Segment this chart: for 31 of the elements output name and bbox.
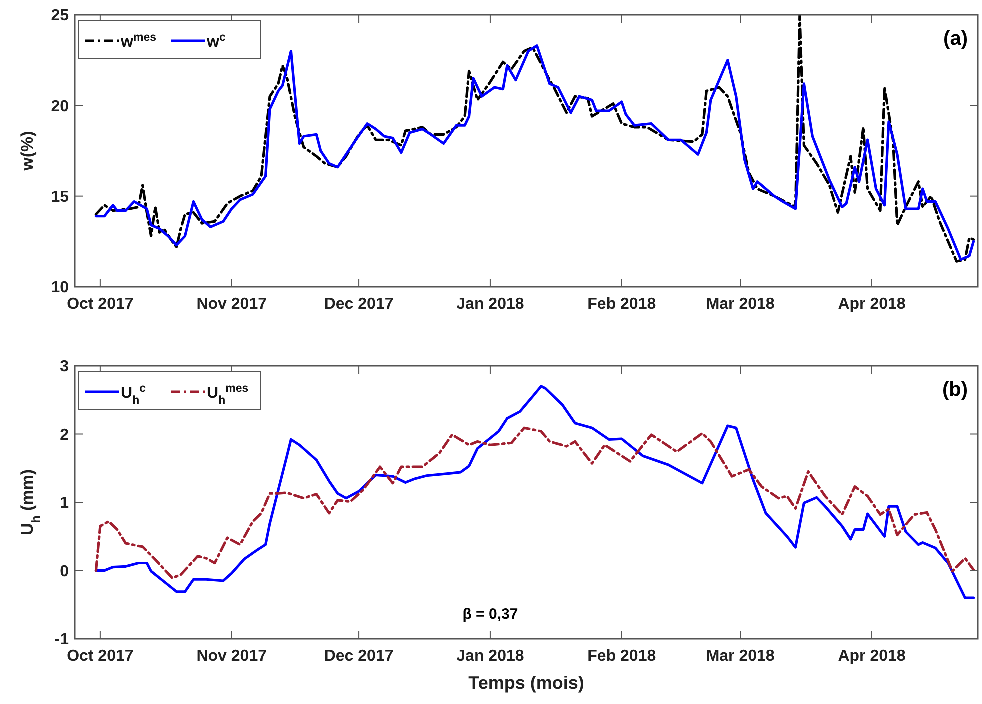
y-tick-label: 25 bbox=[51, 8, 70, 25]
x-tick-label: Jan 2018 bbox=[456, 296, 524, 313]
y-tick-label: 10 bbox=[51, 280, 70, 297]
x-tick-label: Mar 2018 bbox=[706, 648, 775, 665]
line-series bbox=[94, 426, 976, 580]
x-tick-label: Nov 2017 bbox=[196, 296, 268, 313]
x-tick-label: Oct 2017 bbox=[67, 296, 134, 313]
legend-label: w$^{mes}$ bbox=[120, 32, 157, 51]
y-tick-label: 3 bbox=[60, 358, 70, 376]
annotation: (a) bbox=[944, 28, 968, 50]
y-tick-label: -1 bbox=[54, 632, 70, 649]
annotation: (b) bbox=[942, 379, 968, 401]
y-tick-label: 2 bbox=[60, 426, 70, 444]
x-tick-label: Apr 2018 bbox=[838, 296, 906, 313]
x-tick-label: Dec 2017 bbox=[324, 648, 394, 665]
x-tick-label: Mar 2018 bbox=[706, 296, 775, 313]
y-tick-label: 15 bbox=[51, 188, 70, 206]
x-tick-label: Feb 2018 bbox=[588, 648, 656, 665]
y-tick-label: 20 bbox=[51, 98, 70, 116]
legend-label: w$^{c}$ bbox=[206, 32, 226, 51]
x-tick-label: Feb 2018 bbox=[588, 296, 656, 313]
x-tick-label: Apr 2018 bbox=[838, 648, 906, 665]
x-tick-label: Dec 2017 bbox=[324, 296, 394, 313]
x-tick-label: Jan 2018 bbox=[456, 648, 524, 665]
y-tick-label: 1 bbox=[60, 495, 70, 512]
y-tick-label: 0 bbox=[60, 563, 70, 580]
annotation: β = 0,37 bbox=[462, 606, 518, 623]
x-axis-title: Temps (mois) bbox=[468, 673, 584, 693]
x-tick-label: Nov 2017 bbox=[196, 648, 268, 665]
x-tick-label: Oct 2017 bbox=[67, 648, 134, 665]
y-axis-title: w(%) bbox=[18, 131, 37, 172]
